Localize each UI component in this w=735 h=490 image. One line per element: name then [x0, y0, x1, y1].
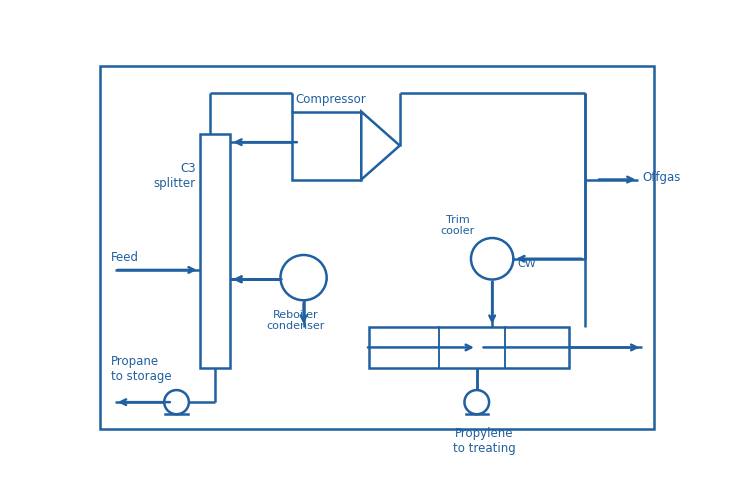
Bar [200, 134, 231, 368]
Circle shape [471, 238, 513, 279]
Text: Feed: Feed [111, 251, 139, 264]
Text: Trim
cooler: Trim cooler [440, 215, 475, 236]
Text: Reboiler
condenser: Reboiler condenser [267, 310, 325, 331]
Text: Propylene
to treating: Propylene to treating [453, 427, 516, 455]
Text: Propane
to storage: Propane to storage [111, 355, 172, 383]
Bar [292, 112, 362, 179]
Polygon shape [362, 112, 400, 179]
Text: Compressor: Compressor [295, 93, 366, 106]
Text: Offgas: Offgas [642, 171, 681, 184]
Circle shape [465, 390, 489, 414]
Text: C3
splitter: C3 splitter [154, 162, 196, 191]
Circle shape [281, 255, 326, 300]
Circle shape [164, 390, 189, 414]
Text: CW: CW [517, 259, 536, 270]
Bar [369, 327, 569, 368]
